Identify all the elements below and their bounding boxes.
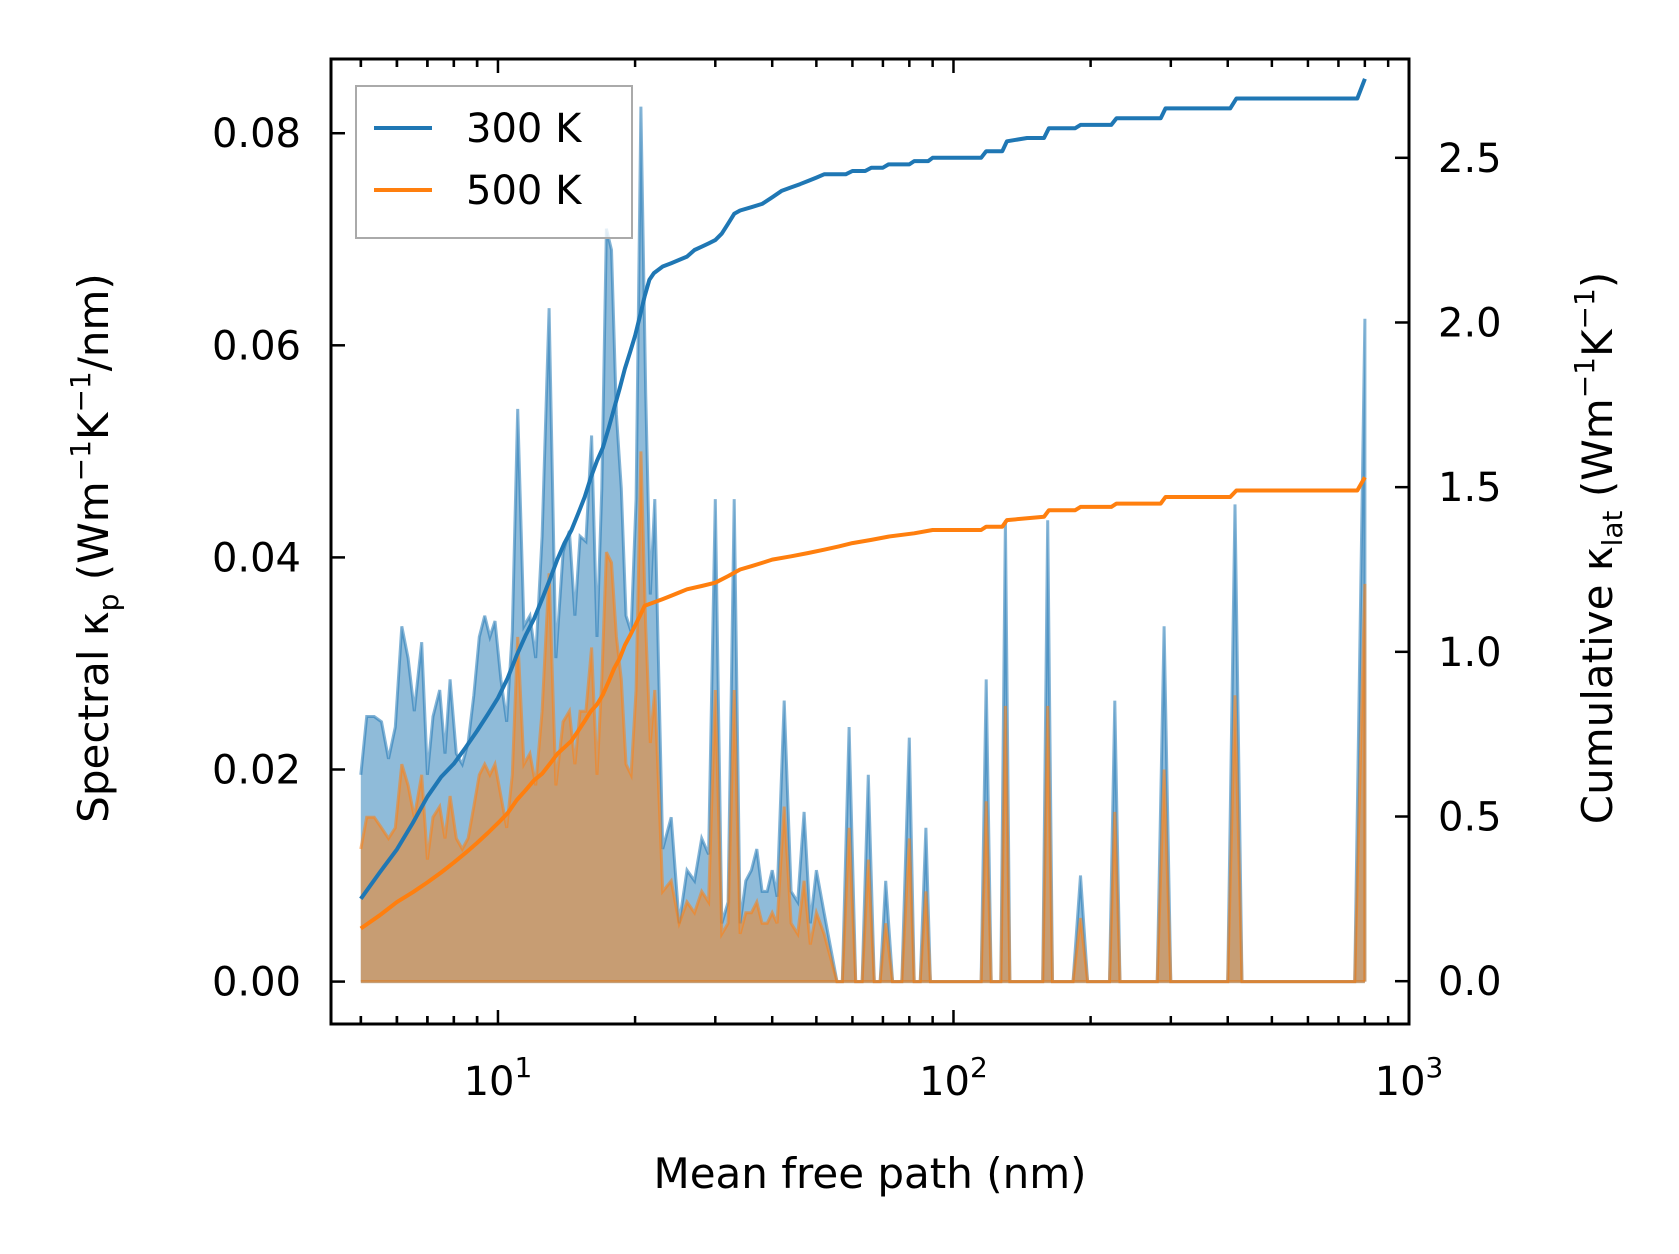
- y-right-tick-label: 1.0: [1438, 630, 1502, 676]
- y-left-tick-label: 0.04: [212, 535, 301, 581]
- x-axis-label: Mean free path (nm): [653, 1149, 1086, 1198]
- legend-label-300k: 300 K: [466, 106, 583, 152]
- y-right-tick-label: 0.0: [1438, 959, 1502, 1005]
- y-right-tick-label: 2.5: [1438, 136, 1502, 182]
- cumulative-line-500k: [359, 476, 1367, 931]
- x-tick-label: 103: [1375, 1051, 1444, 1105]
- y-axis-label-left: Spectral κp (Wm−1K−1/nm): [64, 273, 125, 823]
- legend-box: [355, 85, 633, 239]
- y-left-tick-label: 0.02: [212, 747, 301, 793]
- legend: 300 K 500 K: [355, 85, 633, 239]
- x-tick-label: 102: [919, 1051, 988, 1105]
- y-left-tick-label: 0.00: [212, 960, 301, 1006]
- legend-label-500k: 500 K: [466, 168, 583, 214]
- series-layer: [359, 78, 1367, 984]
- spectral-edge-500k: [359, 451, 1367, 984]
- ticks-layer: 101 102 103 0.00 0.02 0.04 0.06 0.08 0.0 0.5 1.0 1.…: [212, 59, 1502, 1105]
- y-left-tick-label: 0.06: [212, 323, 301, 369]
- plot-frame: [329, 57, 1411, 1026]
- cumulative-line-300k: [359, 78, 1367, 900]
- y-right-tick-label: 1.5: [1438, 465, 1502, 511]
- y-right-tick-label: 2.0: [1438, 300, 1502, 346]
- y-right-tick-label: 0.5: [1438, 795, 1502, 841]
- y-left-tick-label: 0.08: [212, 111, 301, 157]
- x-tick-label: 101: [464, 1051, 533, 1105]
- y-axis-label-right: Cumulative κlat (Wm−1K−1): [1568, 272, 1629, 824]
- spectral-edge-300k: [359, 106, 1367, 984]
